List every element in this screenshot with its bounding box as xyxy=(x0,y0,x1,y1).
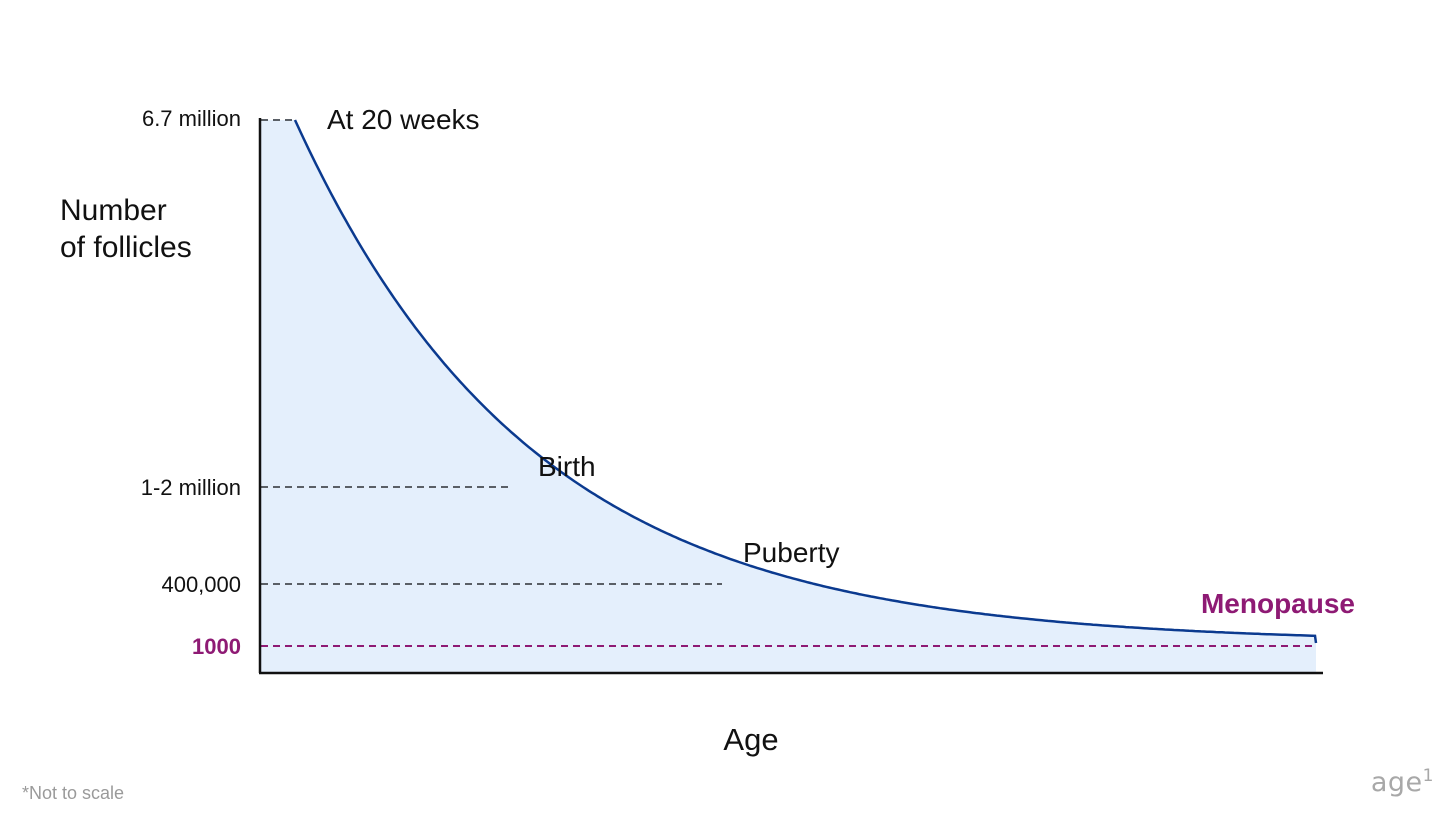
y-tick-label: 400,000 xyxy=(161,572,241,597)
area-fill xyxy=(261,120,1316,672)
decline-curve xyxy=(293,119,1318,644)
logo-text: age xyxy=(1370,767,1423,798)
logo-superscript: 1 xyxy=(1422,766,1434,786)
annotation-label: At 20 weeks xyxy=(327,104,480,135)
annotation-label-menopause: Menopause xyxy=(1200,588,1355,619)
annotation-label: Puberty xyxy=(743,537,840,568)
brand-logo: age1 xyxy=(1371,766,1434,798)
x-axis-title: Age xyxy=(723,722,779,757)
y-tick-label: 6.7 million xyxy=(141,106,241,131)
annotation-label: Birth xyxy=(538,451,596,482)
y-tick-label-highlight: 1000 xyxy=(192,634,241,659)
y-tick-label: 1-2 million xyxy=(140,475,241,500)
y-axis-title-line: Number xyxy=(60,194,167,227)
footnote: *Not to scale xyxy=(22,783,125,803)
y-axis-title-line: of follicles xyxy=(60,231,192,264)
